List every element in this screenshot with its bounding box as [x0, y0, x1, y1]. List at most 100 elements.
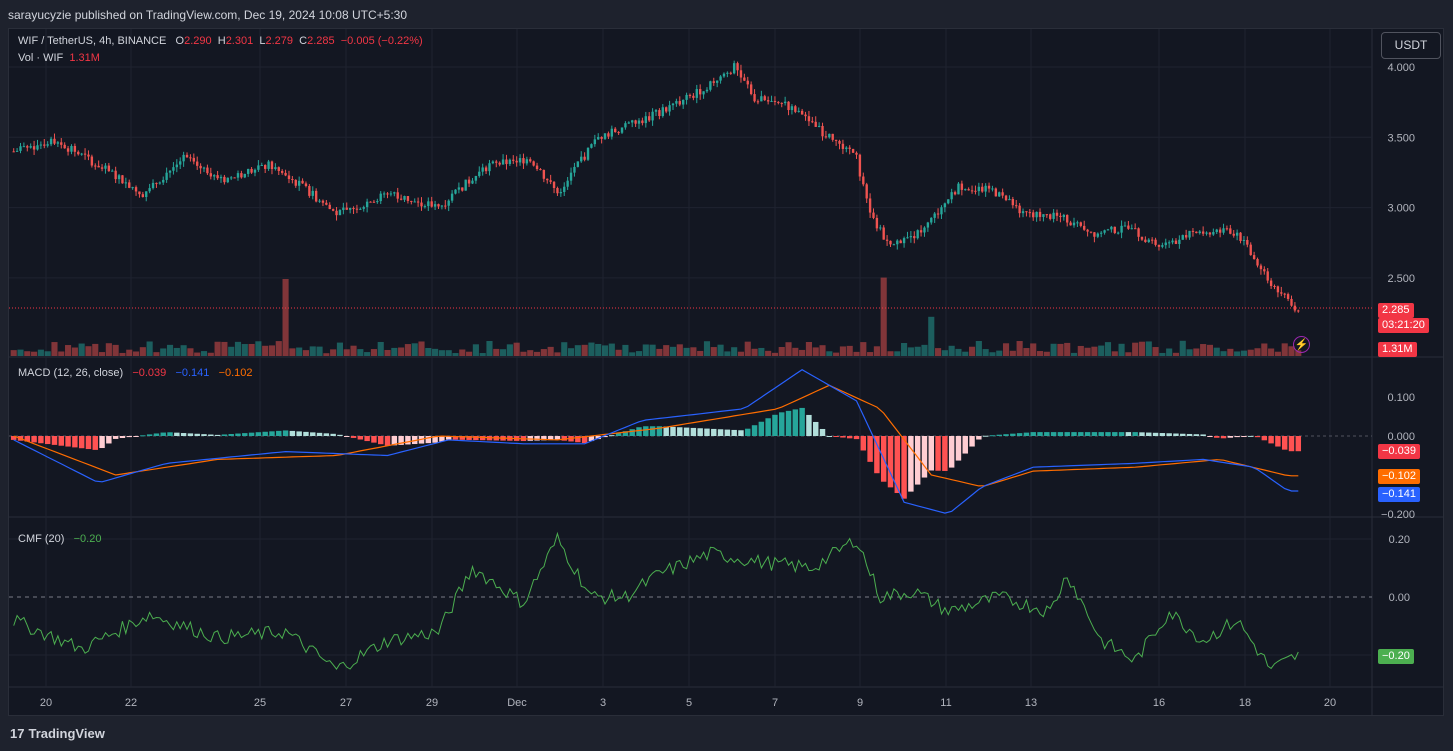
candle-body: [12, 151, 15, 153]
volume-bar: [860, 342, 867, 356]
candle-body: [953, 192, 957, 195]
candle-body: [865, 184, 868, 199]
low-label: L: [259, 35, 266, 47]
volume-bar: [10, 350, 17, 356]
candle-body: [1252, 255, 1256, 260]
volume-bar: [398, 347, 405, 356]
volume-bar: [98, 352, 106, 356]
volume-bar: [268, 345, 276, 356]
volume-bar: [1036, 351, 1044, 356]
currency-button[interactable]: USDT: [1381, 32, 1441, 59]
time-tick-label: 25: [254, 697, 266, 709]
candle-body: [926, 222, 930, 228]
macd-label[interactable]: MACD (12, 26, close): [18, 367, 124, 379]
volume-bar: [37, 349, 44, 356]
macd-hist-bar: [466, 436, 472, 440]
macd-hist-bar: [58, 436, 64, 446]
candle-body: [148, 188, 151, 192]
candle-body: [1280, 292, 1283, 294]
open-value: 2.290: [184, 35, 212, 47]
candle-body: [386, 193, 389, 195]
candle-body: [274, 167, 277, 170]
candle-body: [1259, 265, 1263, 270]
macd-hist-bar: [10, 436, 17, 440]
macd-hist-bar: [51, 436, 58, 445]
candle-body: [637, 120, 641, 124]
macd-hist-bar: [445, 436, 452, 440]
macd-hist-bar: [269, 431, 275, 436]
volume-bar: [44, 351, 51, 356]
lightning-icon[interactable]: ⚡: [1293, 336, 1310, 353]
candle-body: [746, 80, 749, 85]
candle-body: [66, 148, 70, 152]
candle-body: [1106, 229, 1110, 231]
candle-body: [702, 91, 705, 95]
candle-body: [1116, 232, 1120, 234]
macd-hist-bar: [588, 436, 595, 442]
chart-frame[interactable]: [8, 28, 1444, 716]
volume-bar: [296, 347, 303, 356]
candle-body: [770, 100, 773, 102]
volume-bar: [1084, 347, 1091, 356]
candle-body: [631, 120, 634, 123]
volume-bar: [1104, 342, 1112, 356]
volume-bar: [744, 341, 751, 356]
macd-hist-bar: [914, 436, 921, 485]
macd-legend: MACD (12, 26, close) −0.039 −0.141 −0.10…: [18, 367, 253, 379]
volume-bar: [867, 352, 874, 356]
macd-hist-bar: [248, 432, 255, 436]
volume-bar: [1159, 352, 1166, 356]
candle-body: [335, 210, 338, 216]
volume-bar: [207, 352, 214, 356]
macd-hist-bar: [1030, 432, 1036, 436]
volume-bar: [105, 343, 112, 356]
macd-hist-bar: [119, 436, 126, 439]
candle-body: [151, 182, 155, 189]
volume-bar: [1295, 350, 1302, 356]
candle-body: [437, 204, 440, 207]
cmf-label[interactable]: CMF (20): [18, 533, 65, 545]
candle-body: [1239, 232, 1242, 241]
volume-bar: [513, 342, 520, 356]
candle-body: [325, 202, 328, 205]
candle-body: [1215, 229, 1218, 233]
candle-body: [362, 207, 365, 209]
macd-hist-bar: [785, 410, 792, 436]
candle-body: [189, 157, 192, 159]
candle-body: [257, 165, 260, 170]
volume-bar: [316, 346, 323, 356]
volume-bar: [996, 350, 1003, 356]
candle-body: [681, 99, 685, 105]
candle-body: [525, 159, 529, 164]
candle-body: [508, 159, 512, 165]
candle-body: [522, 158, 525, 164]
candle-body: [1069, 222, 1072, 226]
candle-body: [627, 122, 631, 124]
tradingview-brand[interactable]: 17 TradingView: [10, 726, 105, 741]
volume-bar: [669, 346, 677, 356]
volume-bar: [778, 347, 785, 356]
candle-body: [121, 175, 124, 184]
volume-legend: Vol · WIF 1.31M: [18, 52, 100, 64]
macd-hist-bar: [901, 436, 907, 499]
candle-body: [896, 240, 899, 245]
candle-body: [22, 146, 26, 148]
candle-body: [399, 198, 403, 200]
candle-body: [26, 146, 29, 148]
time-tick-label: 20: [40, 697, 52, 709]
candle-body: [919, 230, 923, 233]
volume-label[interactable]: Vol · WIF: [18, 52, 64, 64]
volume-bar: [975, 340, 982, 356]
candle-body: [321, 200, 325, 203]
macd-hist-bar: [316, 432, 323, 436]
candle-body: [467, 179, 471, 184]
candle-body: [542, 169, 546, 179]
candle-body: [56, 142, 60, 144]
volume-bar: [567, 348, 575, 356]
macd-hist-bar: [1091, 432, 1098, 436]
candle-body: [267, 161, 270, 169]
volume-bar: [1030, 343, 1037, 356]
symbol-name[interactable]: WIF / TetherUS, 4h, BINANCE: [18, 35, 167, 47]
bottom-bar: [0, 718, 1453, 751]
